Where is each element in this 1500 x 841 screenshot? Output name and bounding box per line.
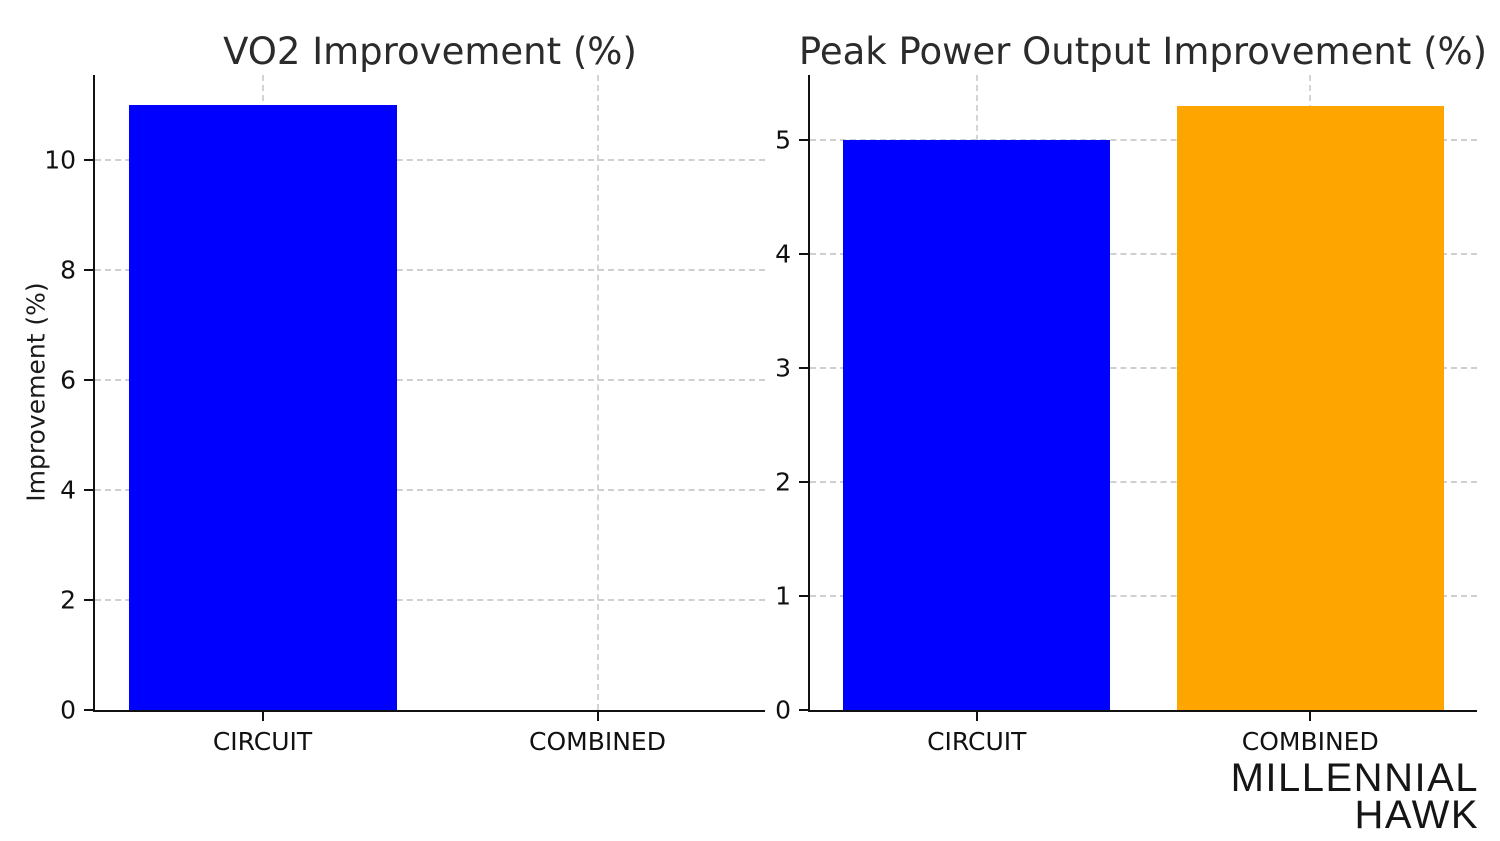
gridline-y-3 (810, 366, 1477, 369)
y-tick-label-2: 2 (775, 467, 791, 497)
y-tick-mark-4 (799, 252, 808, 255)
y-tick-mark-2 (84, 599, 93, 602)
y-tick-label-0: 0 (60, 695, 76, 725)
y-tick-label-8: 8 (60, 255, 76, 285)
y-tick-label-10: 10 (44, 145, 76, 175)
millennial-hawk-logo: MILLENNIAL HAWK (1231, 758, 1479, 835)
plot-area-vo2: 0 2 4 6 8 10 CIRCUIT COMBINED (44, 75, 765, 756)
gridline-y-4 (95, 489, 765, 492)
x-tick-label-combined: COMBINED (529, 727, 666, 756)
gridline-y-8 (95, 269, 765, 272)
y-tick-label-1: 1 (775, 581, 791, 611)
y-tick-mark-1 (799, 594, 808, 597)
y-tick-mark-4 (84, 489, 93, 492)
gridline-y-4 (810, 252, 1477, 255)
y-tick-mark-2 (799, 480, 808, 483)
y-tick-label-6: 6 (60, 365, 76, 395)
gridline-y-5 (810, 138, 1477, 141)
y-tick-label-5: 5 (775, 125, 791, 155)
gridline-y-2 (810, 480, 1477, 483)
gridline-vertical-combined (596, 75, 599, 710)
y-tick-mark-5 (799, 138, 808, 141)
y-axis-spine (808, 75, 810, 712)
x-tick-label-combined: COMBINED (1241, 727, 1379, 756)
bar-combined (1176, 105, 1444, 710)
y-tick-mark-0 (84, 709, 93, 711)
x-tick-label-circuit: CIRCUIT (927, 727, 1027, 756)
plot-area-peak-power: 0 1 2 3 4 5 CIRCUIT COMBINED (775, 75, 1477, 756)
x-tick-mark-circuit (975, 712, 978, 721)
y-tick-mark-10 (84, 159, 93, 162)
chart-title-peak-power: Peak Power Output Improvement (%) (798, 30, 1488, 73)
logo-text-hawk: HAWK (1354, 793, 1479, 837)
y-tick-mark-0 (799, 709, 808, 711)
y-tick-mark-3 (799, 366, 808, 369)
y-tick-label-3: 3 (775, 353, 791, 383)
x-tick-mark-combined (596, 712, 599, 721)
y-tick-label-0: 0 (775, 695, 791, 725)
x-axis-spine (808, 710, 1477, 712)
y-axis-spine (93, 75, 95, 712)
y-tick-mark-8 (84, 269, 93, 272)
gridline-y-6 (95, 379, 765, 382)
bar-circuit (843, 139, 1111, 710)
gridline-y-2 (95, 599, 765, 602)
gridline-y-1 (810, 594, 1477, 597)
y-tick-label-2: 2 (60, 585, 76, 615)
x-tick-label-circuit: CIRCUIT (212, 727, 313, 756)
x-tick-mark-combined (1309, 712, 1312, 721)
bar-circuit (128, 105, 397, 710)
y-tick-label-4: 4 (60, 475, 76, 505)
logo-text-millennial: MILLENNIAL (1230, 756, 1479, 800)
y-tick-label-4: 4 (775, 239, 791, 269)
gridline-y-10 (95, 159, 765, 162)
x-tick-mark-circuit (261, 712, 264, 721)
y-tick-mark-6 (84, 379, 93, 382)
x-axis-spine (93, 710, 765, 712)
chart-title-vo2: VO2 Improvement (%) (223, 30, 637, 73)
